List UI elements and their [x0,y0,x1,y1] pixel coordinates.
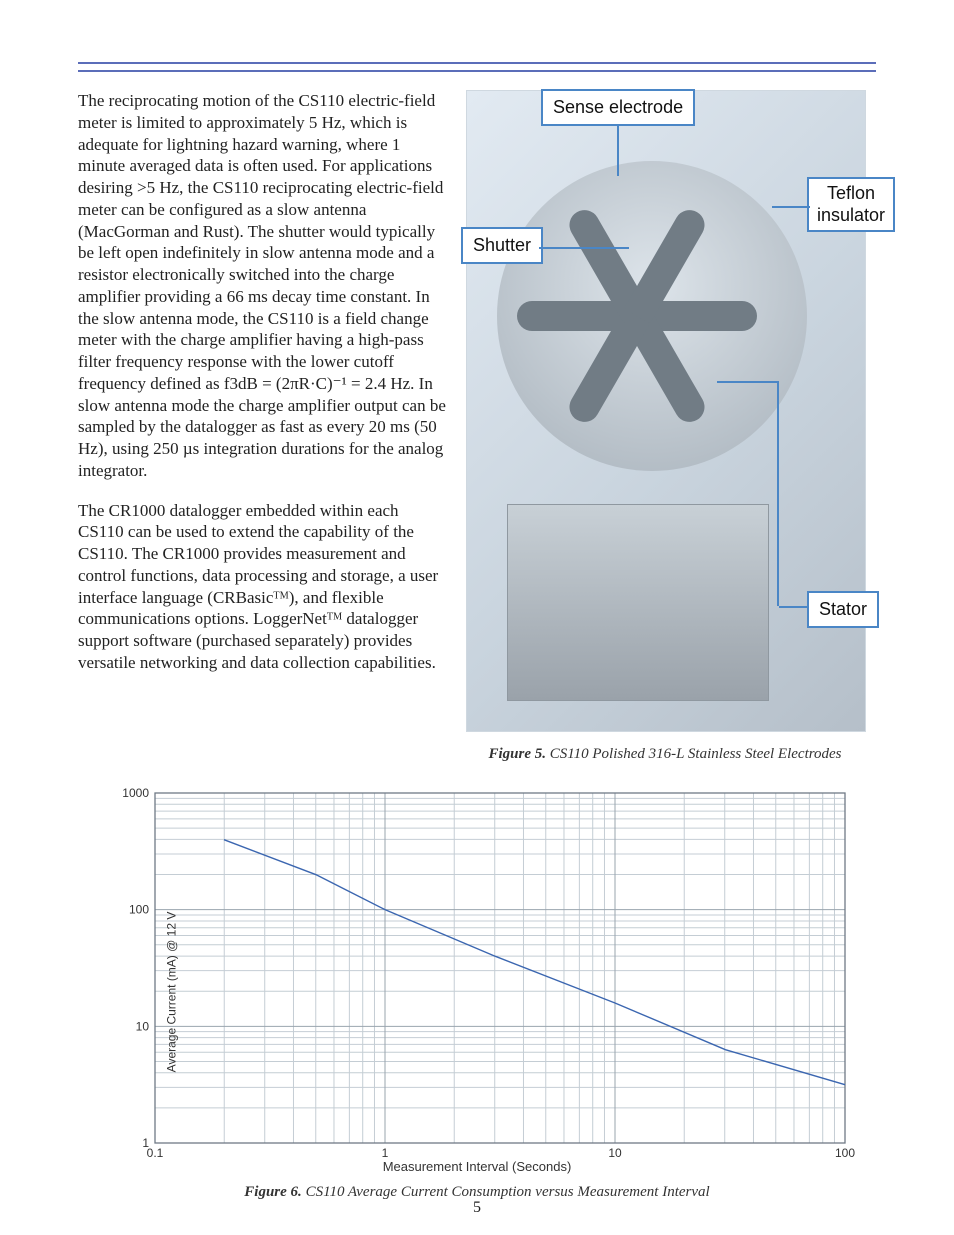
label-stator: Stator [807,591,879,628]
leader-stator-h2 [779,606,807,608]
figure-5-photo: Sense electrode Teflon insulator Shutter… [466,90,866,732]
figure-5-caption: Figure 5. CS110 Polished 316-L Stainless… [466,746,864,763]
label-teflon-insulator: Teflon insulator [807,177,895,232]
svg-text:100: 100 [835,1146,855,1160]
label-sense-electrode: Sense electrode [541,89,695,126]
paragraph-1: The reciprocating motion of the CS110 el… [78,90,448,482]
leader-stator-v [777,381,779,606]
figure-6-chart: 0.11101001101001000 [97,783,857,1163]
svg-text:10: 10 [136,1019,150,1033]
figure-6-block: Average Current (mA) @ 12 V 0.1110100110… [97,783,857,1201]
paragraph-2: The CR1000 datalogger embedded within ea… [78,500,448,674]
svg-text:0.1: 0.1 [147,1146,164,1160]
svg-text:1: 1 [142,1136,149,1150]
figure-6-y-axis-label: Average Current (mA) @ 12 V [164,912,178,1073]
svg-text:100: 100 [129,903,149,917]
figure-6-caption-prefix: Figure 6. [244,1184,302,1200]
photo-base-block [507,504,769,701]
label-shutter: Shutter [461,227,543,264]
figure-6-caption-body: CS110 Average Current Consumption versus… [302,1184,710,1200]
svg-text:1: 1 [382,1146,389,1160]
svg-text:10: 10 [608,1146,622,1160]
svg-text:1000: 1000 [122,786,149,800]
photo-shutter-disc [497,161,807,471]
label-teflon-line2: insulator [817,205,885,225]
figure-5-block: Sense electrode Teflon insulator Shutter… [466,90,864,763]
leader-shutter [539,247,629,249]
figure-5-caption-body: CS110 Polished 316-L Stainless Steel Ele… [546,746,842,762]
figure-5-caption-prefix: Figure 5. [488,746,546,762]
page-number: 5 [0,1199,954,1217]
leader-sense-electrode [617,126,619,176]
body-text-column: The reciprocating motion of the CS110 el… [78,90,448,692]
header-rule [78,62,876,72]
figure-6-x-axis-label: Measurement Interval (Seconds) [97,1159,857,1174]
label-teflon-line1: Teflon [827,183,875,203]
leader-teflon [772,206,810,208]
leader-stator-h [717,381,777,383]
